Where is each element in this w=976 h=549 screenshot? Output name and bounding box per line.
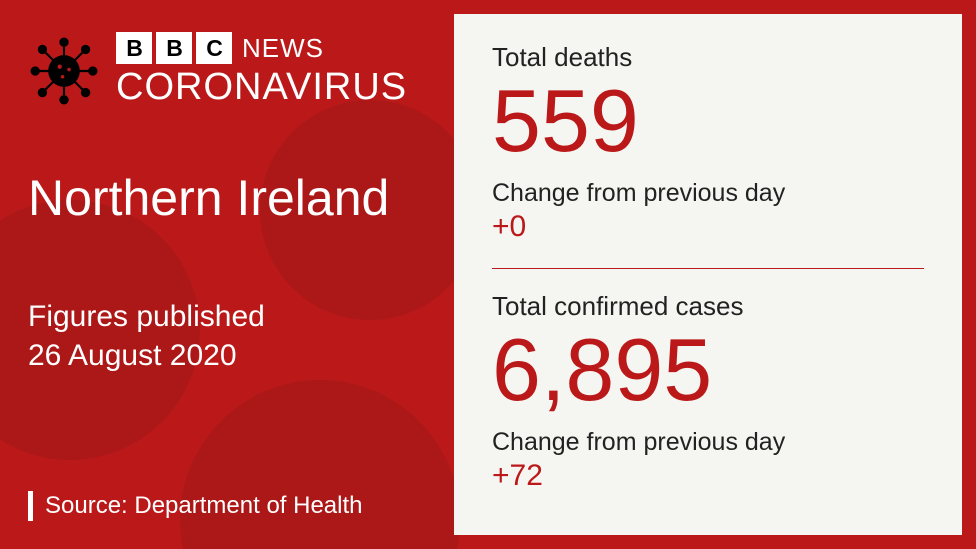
source-accent-bar [28,491,33,521]
left-panel: B B C NEWS CORONAVIRUS Northern Ireland … [0,0,454,549]
coronavirus-icon [28,35,100,107]
cases-label: Total confirmed cases [492,291,924,322]
bbc-news-row: B B C NEWS [116,32,407,64]
panel-divider [492,268,924,269]
published-block: Figures published 26 August 2020 [28,297,426,375]
deaths-change-label: Change from previous day [492,179,924,208]
brand-text-block: B B C NEWS CORONAVIRUS [116,32,407,109]
cases-block: Total confirmed cases 6,895 Change from … [492,291,924,493]
bbc-letter: B [156,32,192,64]
bbc-logo: B B C [116,32,232,64]
published-date: 26 August 2020 [28,336,426,375]
cases-change-value: +72 [492,459,924,493]
source-text: Source: Department of Health [45,492,363,520]
bbc-letter: C [196,32,232,64]
deaths-block: Total deaths 559 Change from previous da… [492,42,924,244]
bbc-letter: B [116,32,152,64]
deaths-change-value: +0 [492,210,924,244]
region-title: Northern Ireland [28,169,426,227]
infographic-root: B B C NEWS CORONAVIRUS Northern Ireland … [0,0,976,549]
deaths-value: 559 [492,77,924,165]
topic-label: CORONAVIRUS [116,66,407,109]
deaths-label: Total deaths [492,42,924,73]
cases-change-label: Change from previous day [492,428,924,457]
source-row: Source: Department of Health [28,491,426,521]
stats-panel: Total deaths 559 Change from previous da… [454,14,962,535]
brand-header: B B C NEWS CORONAVIRUS [28,32,426,109]
published-label: Figures published [28,297,426,336]
cases-value: 6,895 [492,326,924,414]
news-label: NEWS [242,33,324,64]
